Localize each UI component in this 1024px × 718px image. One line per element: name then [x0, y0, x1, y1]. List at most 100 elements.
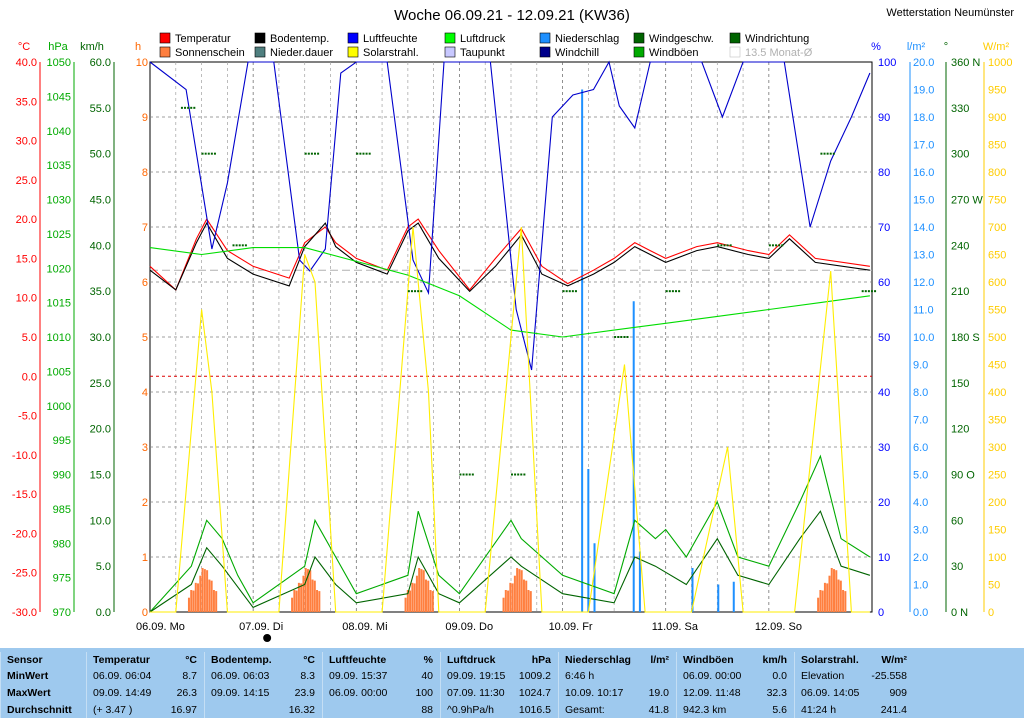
direction-dot [861, 290, 864, 293]
tick-label: 45.0 [90, 195, 111, 207]
direction-dot [729, 244, 732, 247]
stats-row: (+ 3.47 ) 16.97 [91, 702, 201, 718]
sunshine-bar [422, 570, 425, 612]
stats-value: 88 [421, 704, 433, 716]
tick-label: 180 S [951, 332, 980, 344]
tick-label: 360 N [951, 57, 980, 69]
tick-label: 1020 [47, 263, 71, 275]
precip-bar [732, 581, 735, 612]
tick-label: 25.0 [90, 378, 111, 390]
tick-label: 1035 [47, 160, 71, 172]
direction-dot [823, 152, 826, 155]
stats-row: 06.09. 06:04 8.7 [91, 668, 201, 684]
stats-time: 09.09. 15:37 [329, 670, 388, 682]
direction-dot [459, 473, 462, 476]
tick-label: 8 [142, 167, 148, 179]
direction-dot [571, 290, 574, 293]
legend-swatch [159, 32, 171, 44]
stats-header: Niederschlag l/m² [563, 652, 673, 668]
tick-label: 1000 [988, 57, 1012, 69]
stats-row: 06.09. 00:00 100 [327, 685, 437, 701]
sunshine-bar [406, 590, 409, 612]
legend-label: Taupunkt [460, 47, 505, 59]
precip-bar [638, 551, 641, 612]
tick-label: 1025 [47, 229, 71, 241]
direction-dot [232, 244, 235, 247]
sunshine-bar [839, 580, 842, 612]
direction-dot [310, 152, 313, 155]
direction-dot [781, 244, 784, 247]
tick-label: 1015 [47, 298, 71, 310]
sunshine-bar [302, 575, 305, 612]
stats-row: 12.09. 11:48 32.3 [681, 685, 791, 701]
stats-value: 32.3 [766, 687, 787, 699]
stats-value: 16.32 [288, 704, 315, 716]
tick-label: 1040 [47, 126, 71, 138]
sunshine-bar [429, 590, 432, 612]
tick-label: 20 [878, 497, 890, 509]
stats-value: 100 [415, 687, 433, 699]
direction-dot [832, 152, 835, 155]
sunshine-bar [291, 597, 294, 612]
tick-label: 1005 [47, 366, 71, 378]
tick-label: 14.0 [913, 222, 934, 234]
tick-label: 980 [53, 538, 71, 550]
tick-label: 2.0 [913, 552, 928, 564]
stats-header-unit: °C [185, 654, 197, 666]
direction-dot [207, 152, 210, 155]
tick-label: 450 [988, 360, 1006, 372]
stats-header-name: Temperatur [93, 654, 150, 666]
wind-direction-dots [180, 106, 877, 476]
direction-dot [407, 290, 410, 293]
tick-label: 5 [142, 332, 148, 344]
direction-dot [720, 244, 723, 247]
tick-label: 975 [53, 573, 71, 585]
stats-time: Elevation [801, 670, 845, 682]
precipitation-bars [581, 89, 735, 612]
stats-row: 06.09. 06:03 8.3 [209, 668, 319, 684]
legend-label: Niederschlag [555, 33, 619, 45]
legend-swatch [539, 46, 551, 58]
tick-label: 200 [988, 497, 1006, 509]
stats-row: 88 [327, 702, 437, 718]
stats-value: 8.7 [182, 670, 197, 682]
direction-dot [368, 152, 371, 155]
tick-label: 350 [988, 415, 1006, 427]
stats-time: 12.09. 11:48 [683, 687, 741, 699]
axis-unit: ° [944, 41, 948, 53]
tick-label: 20.0 [16, 214, 37, 226]
tick-label: 90 O [951, 470, 975, 482]
series-lines [149, 60, 871, 613]
direction-dot [568, 290, 571, 293]
series-line-windgeschw [149, 510, 871, 613]
tick-label: 25.0 [16, 175, 37, 187]
direction-dot [617, 336, 620, 338]
direction-dot [668, 290, 671, 293]
tick-label: 2 [142, 497, 148, 509]
stats-row: 942.3 km 5.6 [681, 702, 791, 718]
legend-label: Luftfeuchte [363, 33, 417, 45]
tick-label: 60.0 [90, 57, 111, 69]
direction-dot [210, 152, 213, 155]
direction-dot [726, 244, 729, 247]
legend-label: Solarstrahl. [363, 47, 419, 59]
direction-dot [523, 473, 526, 476]
tick-label: 10 [878, 552, 890, 564]
stats-time: 06.09. 06:03 [211, 670, 270, 682]
station-name: Wetterstation Neumünster [886, 7, 1014, 19]
direction-dot [678, 290, 681, 293]
stats-value: 5.6 [772, 704, 787, 716]
sunshine-bar [318, 591, 321, 612]
direction-dot [665, 290, 668, 293]
sunshine-bar [306, 569, 309, 612]
direction-dot [410, 290, 413, 293]
left-axes: 40.035.030.025.020.015.010.05.00.0-5.0-1… [12, 57, 985, 619]
sunshine-bar [420, 569, 423, 612]
direction-dot [362, 152, 365, 155]
stats-row: Elevation -25.558 [799, 668, 911, 684]
axis-unit: W/m² [983, 41, 1010, 53]
sunshine-bar [418, 568, 421, 612]
stats-time: 10.09. 10:17 [565, 687, 624, 699]
stats-row: 09.09. 14:49 26.3 [91, 685, 201, 701]
sunshine-bar [404, 597, 407, 612]
